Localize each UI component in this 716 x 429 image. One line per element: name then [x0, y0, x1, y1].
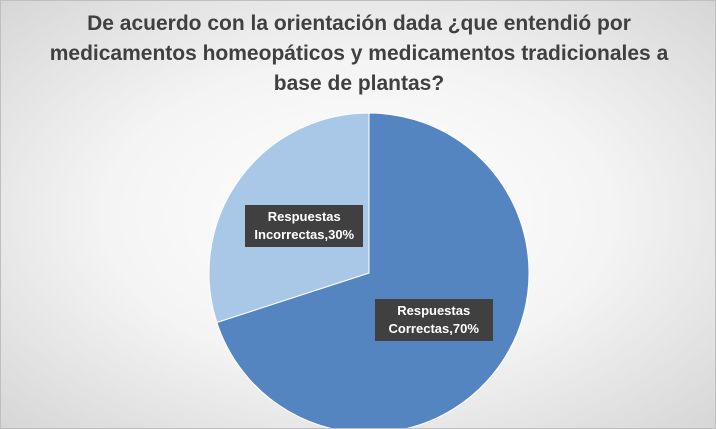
data-label: Respuestas Incorrectas,30% — [245, 204, 364, 247]
pie-slice — [216, 112, 530, 428]
data-label: Respuestas Correctas,70% — [374, 299, 493, 342]
chart-title: De acuerdo con la orientación dada ¿que … — [49, 12, 669, 95]
